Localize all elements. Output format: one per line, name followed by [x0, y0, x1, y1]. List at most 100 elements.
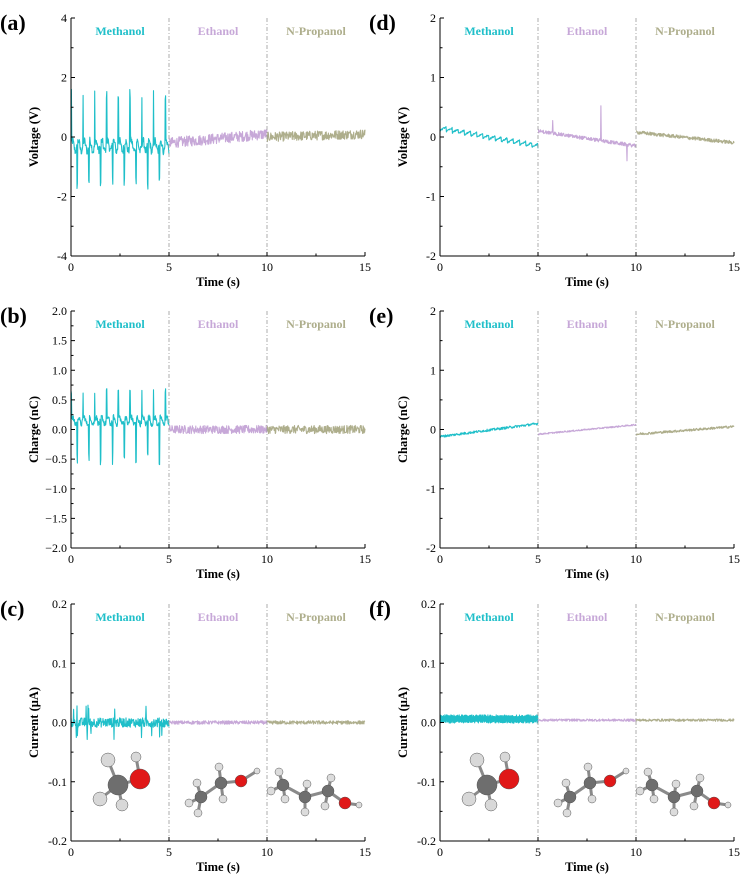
ethanol-molecule-icon	[184, 762, 261, 818]
panel-label: (e)	[369, 303, 393, 328]
hydrogen-atom	[461, 791, 477, 807]
y-tick-label: 1	[430, 71, 436, 85]
x-axis-label: Time (s)	[565, 275, 609, 289]
carbon-atom	[321, 784, 335, 798]
x-axis-label: Time (s)	[196, 275, 240, 289]
carbon-atom	[645, 778, 659, 792]
methanol-molecule-icon	[461, 751, 520, 812]
hydrogen-atom	[326, 773, 336, 783]
segment-label-methanol: Methanol	[95, 24, 145, 38]
hydrogen-atom	[184, 798, 194, 808]
hydrogen-atom	[622, 767, 630, 775]
y-tick-label: 1	[430, 363, 436, 377]
segment-label-ethanol: Ethanol	[198, 317, 239, 331]
chart-panel-d: -2 -1 0 1 2 0 5 10 15 Time (s) Voltage (V) (d) Metha…	[369, 10, 740, 289]
panel-label: (b)	[0, 303, 27, 328]
carbon-atom	[690, 784, 704, 798]
series-line-methanol	[439, 422, 539, 438]
hydrogen-atom	[484, 798, 498, 812]
hydrogen-atom	[587, 794, 597, 804]
segment-label-methanol: Methanol	[464, 24, 514, 38]
x-axis-label: Time (s)	[196, 860, 240, 874]
y-tick-label: 0.1	[421, 656, 436, 670]
x-tick-label: 0	[68, 260, 74, 274]
x-tick-label: 0	[437, 552, 443, 566]
y-tick-label: 1.0	[52, 363, 67, 377]
hydrogen-atom	[695, 773, 705, 783]
x-tick-label: 10	[630, 552, 642, 566]
y-tick-label: −1.0	[45, 482, 67, 496]
panel-label: (c)	[0, 596, 24, 621]
panel-label: (a)	[0, 10, 26, 35]
segment-label-n-propanol: N-Propanol	[286, 24, 346, 38]
y-tick-label: -1	[426, 482, 436, 496]
y-axis-label: Charge (nC)	[27, 396, 41, 463]
x-tick-label: 5	[166, 260, 172, 274]
y-tick-label: 0	[430, 130, 436, 144]
y-tick-label: -2	[57, 190, 67, 204]
segment-label-n-propanol: N-Propanol	[655, 24, 715, 38]
series-line-methanol	[439, 714, 539, 724]
y-tick-label: 0.5	[52, 393, 67, 407]
hydrogen-atom	[583, 762, 593, 772]
carbon-atom	[667, 790, 681, 804]
hydrogen-atom	[214, 762, 224, 772]
series-line-methanol	[70, 388, 170, 466]
y-tick-label: -0.1	[417, 775, 436, 789]
series-line-n-propanol	[266, 424, 366, 435]
segment-label-methanol: Methanol	[464, 610, 514, 624]
x-tick-label: 15	[359, 552, 371, 566]
hydrogen-atom	[253, 767, 261, 775]
y-tick-label: 2.0	[52, 304, 67, 318]
oxygen-atom	[603, 774, 617, 788]
hydrogen-atom	[100, 752, 116, 768]
y-tick-label: 0.1	[52, 656, 67, 670]
n-propanol-molecule-icon	[635, 767, 732, 817]
methanol-molecule-icon	[92, 751, 151, 812]
y-axis-label: Charge (nC)	[396, 396, 410, 463]
hydrogen-atom	[635, 786, 645, 796]
hydrogen-atom	[92, 791, 108, 807]
carbon-atom	[107, 774, 129, 796]
y-tick-label: 1.5	[52, 334, 67, 348]
y-tick-label: -2	[426, 249, 436, 263]
x-tick-label: 10	[630, 260, 642, 274]
segment-label-ethanol: Ethanol	[198, 24, 239, 38]
x-tick-label: 5	[166, 552, 172, 566]
oxygen-atom	[338, 796, 352, 810]
hydrogen-atom	[115, 798, 129, 812]
y-tick-label: 0.2	[421, 597, 436, 611]
oxygen-atom	[498, 768, 520, 790]
x-tick-label: 0	[68, 845, 74, 859]
panel-label: (f)	[369, 596, 391, 621]
segment-label-methanol: Methanol	[464, 317, 514, 331]
hydrogen-atom	[218, 794, 228, 804]
segment-label-ethanol: Ethanol	[567, 24, 608, 38]
hydrogen-atom	[562, 808, 572, 818]
chart-panel-b: −2.0 −1.5 −1.0 −0.5 0.0 0.5 1.0 1.5 2.0 0 5 10 15 Tim…	[0, 303, 371, 581]
series-line-n-propanol	[266, 720, 366, 725]
carbon-atom	[298, 790, 312, 804]
y-tick-label: -0.1	[48, 775, 67, 789]
carbon-atom	[476, 774, 498, 796]
series-line-methanol	[70, 88, 170, 190]
hydrogen-atom	[643, 767, 653, 777]
hydrogen-atom	[724, 801, 732, 809]
y-axis-label: Current (μA)	[27, 687, 41, 758]
y-tick-label: -4	[57, 249, 67, 263]
carbon-atom	[583, 776, 597, 790]
x-tick-label: 15	[728, 260, 740, 274]
hydrogen-atom	[499, 751, 511, 763]
x-tick-label: 5	[166, 845, 172, 859]
x-tick-label: 10	[261, 845, 273, 859]
x-axis-label: Time (s)	[565, 860, 609, 874]
x-tick-label: 15	[728, 845, 740, 859]
hydrogen-atom	[355, 801, 363, 809]
hydrogen-atom	[669, 807, 679, 817]
series-line-n-propanol	[266, 129, 366, 143]
y-tick-label: 0.0	[52, 716, 67, 730]
x-tick-label: 15	[359, 845, 371, 859]
y-tick-label: 2	[61, 71, 67, 85]
x-tick-label: 5	[535, 845, 541, 859]
